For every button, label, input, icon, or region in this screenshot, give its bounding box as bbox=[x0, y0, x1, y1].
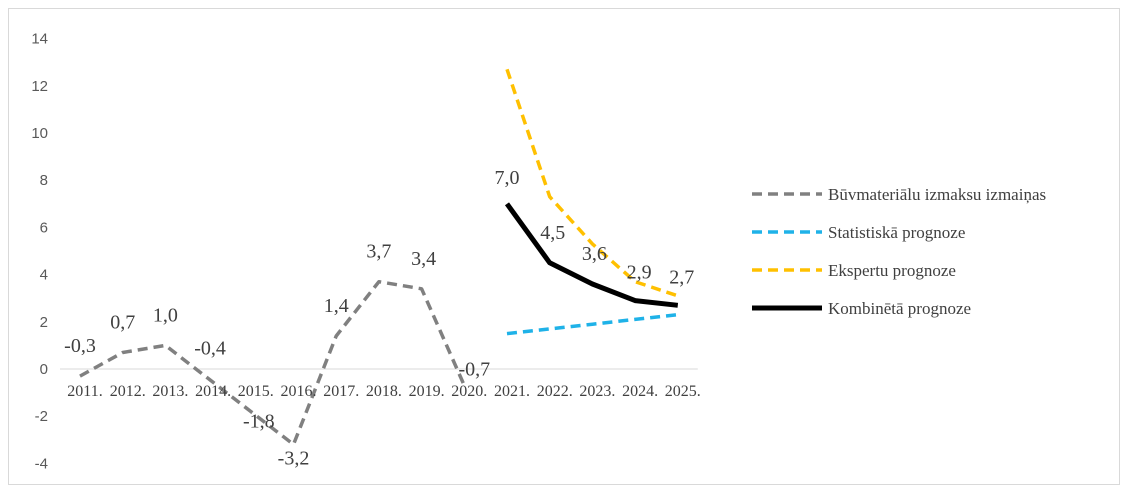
x-tick-label: 2013. bbox=[152, 383, 188, 400]
data-label: 4,5 bbox=[540, 222, 565, 244]
data-label: 7,0 bbox=[495, 167, 520, 189]
y-tick-label: 8 bbox=[40, 172, 48, 189]
y-axis-ticks: -4 -2 0 2 4 6 8 10 12 14 bbox=[31, 31, 48, 473]
legend-label: Kombinētā prognoze bbox=[828, 299, 971, 318]
x-tick-label: 2020. bbox=[451, 383, 487, 400]
data-label: -0,3 bbox=[64, 335, 96, 357]
data-label: -0,4 bbox=[194, 337, 226, 359]
data-label: 2,9 bbox=[627, 262, 652, 284]
x-axis-ticks: 2011. 2012. 2013. 2014. 2015. 2016. 2017. 2018.… bbox=[67, 383, 701, 400]
x-tick-label: 2024. bbox=[622, 383, 658, 400]
data-label: 1,4 bbox=[324, 295, 349, 317]
x-tick-label: 2021. bbox=[494, 383, 530, 400]
data-label: -0,7 bbox=[458, 359, 490, 381]
x-tick-label: 2014. bbox=[195, 383, 231, 400]
data-label: -3,2 bbox=[278, 448, 310, 470]
y-tick-label: -4 bbox=[35, 455, 48, 472]
y-tick-label: -2 bbox=[35, 408, 48, 425]
series-line-1 bbox=[79, 279, 466, 447]
x-tick-label: 2015. bbox=[238, 383, 274, 400]
x-tick-label: 2017. bbox=[323, 383, 359, 400]
x-tick-label: 2025. bbox=[665, 383, 701, 400]
x-tick-label: 2016. bbox=[281, 383, 317, 400]
data-label: 3,4 bbox=[411, 248, 436, 270]
y-tick-label: 12 bbox=[31, 78, 48, 95]
data-label: 3,6 bbox=[582, 243, 607, 265]
data-label: 3,7 bbox=[366, 241, 391, 263]
y-tick-label: 6 bbox=[40, 219, 48, 236]
data-label: 1,0 bbox=[153, 304, 178, 326]
y-tick-label: 10 bbox=[31, 125, 48, 142]
data-label: 0,7 bbox=[110, 311, 135, 333]
series-lines bbox=[79, 68, 679, 447]
x-tick-label: 2022. bbox=[537, 383, 573, 400]
y-tick-label: 14 bbox=[31, 31, 48, 48]
legend: Būvmateriālu izmaksu izmaiņas Statistiskā… bbox=[752, 185, 1046, 318]
legend-label: Būvmateriālu izmaksu izmaiņas bbox=[828, 185, 1046, 204]
legend-label: Ekspertu prognoze bbox=[828, 261, 956, 280]
x-tick-label: 2023. bbox=[579, 383, 615, 400]
legend-label: Statistiskā prognoze bbox=[828, 223, 965, 242]
data-label: 2,7 bbox=[669, 266, 694, 288]
x-tick-label: 2018. bbox=[366, 383, 402, 400]
data-label: -1,8 bbox=[243, 410, 275, 432]
x-tick-label: 2011. bbox=[67, 383, 102, 400]
y-tick-label: 0 bbox=[40, 361, 48, 378]
y-tick-label: 4 bbox=[40, 267, 48, 284]
chart-frame bbox=[8, 8, 1120, 485]
x-tick-label: 2012. bbox=[110, 383, 146, 400]
y-tick-label: 2 bbox=[40, 314, 48, 331]
data-labels: -0,3 0,7 1,0 -0,4 -1,8-3,2 1,4 3,7 3,4 -0,7 7,0 4,… bbox=[64, 167, 694, 470]
x-tick-label: 2019. bbox=[409, 383, 445, 400]
